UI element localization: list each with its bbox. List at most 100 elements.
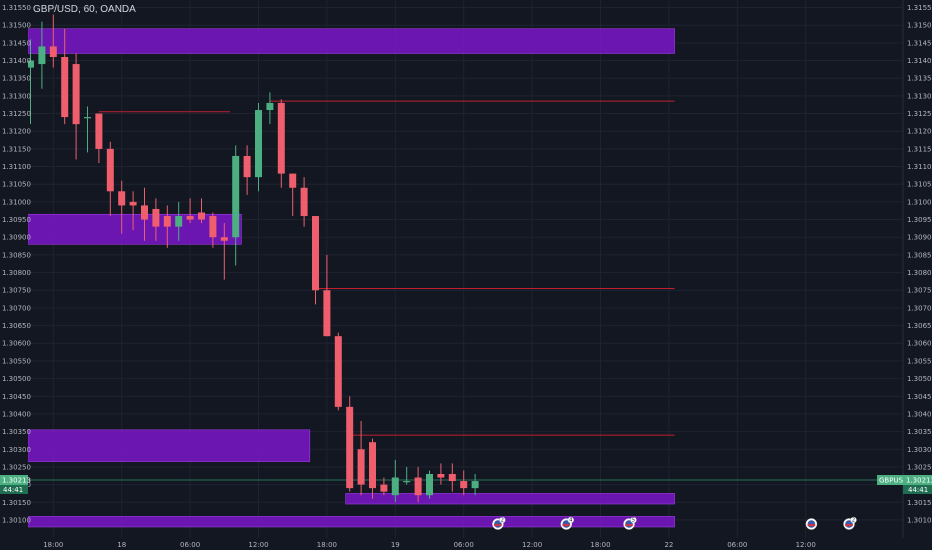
right-tick-label: 1.30300 — [907, 446, 932, 454]
left-tick-label: 1.31500 — [2, 22, 31, 30]
candle-down — [448, 473, 456, 482]
candle-down — [300, 187, 308, 217]
event-count-badge — [567, 516, 574, 524]
right-price-axis[interactable]: 1.31550 1.31500 1.31450 1.31400 1.31350 1.313… — [902, 0, 932, 550]
right-tick-label: 1.30250 — [907, 463, 932, 471]
left-tick-label: 1.30700 — [2, 304, 31, 312]
left-tick-label: 1.31100 — [2, 163, 31, 171]
event-count: 5 — [632, 518, 635, 524]
candle-down — [106, 148, 114, 192]
left-tick-label: 1.30350 — [2, 428, 31, 436]
right-tick-label: 1.30750 — [907, 287, 932, 295]
candle-down — [129, 201, 137, 206]
time-label: 06:00 — [454, 541, 474, 549]
left-tick-label: 1.30250 — [2, 463, 31, 471]
right-tick-label: 1.31100 — [907, 163, 932, 171]
candle-down — [437, 473, 445, 478]
candle-down — [220, 237, 228, 241]
event-count: 2 — [852, 518, 855, 524]
left-tick-label: 1.30150 — [2, 499, 31, 507]
left-tick-label: 1.31200 — [2, 128, 31, 136]
left-tick-label: 1.30400 — [2, 410, 31, 418]
candle-up — [255, 110, 262, 178]
time-axis[interactable]: 18:00 18 06:00 12:00 18:00 19 06:00 12:00 18:00 2… — [0, 538, 932, 550]
zone-box — [345, 493, 675, 505]
candle-down — [460, 481, 468, 489]
candle-down — [346, 406, 354, 489]
right-tick-label: 1.30500 — [907, 375, 932, 383]
right-tick-label: 1.30800 — [907, 269, 932, 277]
left-tick-label: 1.30850 — [2, 251, 31, 259]
left-tick-label: 1.31350 — [2, 75, 31, 83]
left-tick-label: 1.30950 — [2, 216, 31, 224]
symbol-tag — [877, 475, 903, 486]
candle-down — [209, 216, 217, 238]
economic-events[interactable]: 2 4 5 2 — [492, 516, 857, 530]
candle-up — [38, 46, 46, 65]
event-count: 2 — [501, 518, 504, 524]
right-countdown-text: 44:41 — [908, 486, 928, 494]
right-tick-label: 1.31150 — [907, 145, 932, 153]
candle-up — [27, 60, 34, 68]
time-label: 19 — [391, 541, 400, 549]
left-tick-label: 1.30800 — [2, 269, 31, 277]
candle-down — [289, 173, 297, 188]
right-tick-label: 1.30100 — [907, 516, 932, 524]
candle-down — [61, 57, 69, 118]
left-tick-label: 1.31000 — [2, 198, 31, 206]
candle-up — [266, 102, 274, 111]
left-price-tag — [0, 475, 28, 486]
right-tick-label: 1.30650 — [907, 322, 932, 330]
supply-demand-zones — [27, 28, 675, 528]
right-tick-label: 1.31300 — [907, 92, 932, 100]
right-price-tag — [903, 475, 932, 486]
time-label: 12:00 — [248, 541, 268, 549]
time-label: 12:00 — [796, 541, 816, 549]
time-label: 18:00 — [43, 541, 63, 549]
zone-box — [27, 28, 675, 54]
left-price-axis[interactable]: 1.31550 1.31500 1.31450 1.31400 1.31350 1.313… — [0, 0, 31, 550]
candle-down — [49, 46, 57, 58]
candle-down — [186, 216, 194, 220]
candle-down — [141, 205, 148, 220]
zone-box — [27, 516, 675, 528]
right-tick-label: 1.31450 — [907, 39, 932, 47]
candle-down — [198, 212, 205, 220]
candle-up — [471, 481, 479, 489]
left-tick-label: 1.31300 — [2, 92, 31, 100]
right-countdown-tag — [903, 485, 932, 495]
left-tick-label: 1.31400 — [2, 57, 31, 65]
time-label: 18:00 — [317, 541, 337, 549]
event-flag-stripe — [625, 524, 633, 527]
right-price-text: 1.30213 — [906, 477, 932, 485]
right-tick-label: 1.30850 — [907, 251, 932, 259]
event-count-badge — [499, 516, 506, 524]
left-tick-label: 1.30600 — [2, 340, 31, 348]
right-tick-label: 1.31500 — [907, 22, 932, 30]
candle-down — [369, 442, 376, 489]
candle-down — [72, 64, 80, 125]
right-tick-label: 1.30900 — [907, 234, 932, 242]
right-tick-label: 1.30700 — [907, 304, 932, 312]
left-tick-label: 1.30900 — [2, 234, 31, 242]
event-count-badge — [630, 516, 637, 524]
left-tick-label: 1.30300 — [2, 446, 31, 454]
right-tick-label: 1.30450 — [907, 393, 932, 401]
right-tick-label: 1.31400 — [907, 57, 932, 65]
event-flag-stripe — [845, 524, 853, 527]
candle-down — [277, 102, 285, 174]
left-tick-label: 1.31250 — [2, 110, 31, 118]
left-tick-label: 1.31050 — [2, 181, 31, 189]
candle-down — [414, 477, 422, 496]
candle-down — [243, 155, 251, 178]
time-label: 22 — [664, 541, 673, 549]
candle-up — [403, 481, 411, 483]
symbol-title: GBP/USD, 60, OANDA — [33, 4, 136, 15]
right-tick-label: 1.30950 — [907, 216, 932, 224]
event-flag-stripe — [807, 524, 816, 527]
time-label: 18 — [117, 541, 126, 549]
right-tick-label: 1.30150 — [907, 499, 932, 507]
right-tick-label: 1.31250 — [907, 110, 932, 118]
candle-down — [152, 208, 160, 227]
